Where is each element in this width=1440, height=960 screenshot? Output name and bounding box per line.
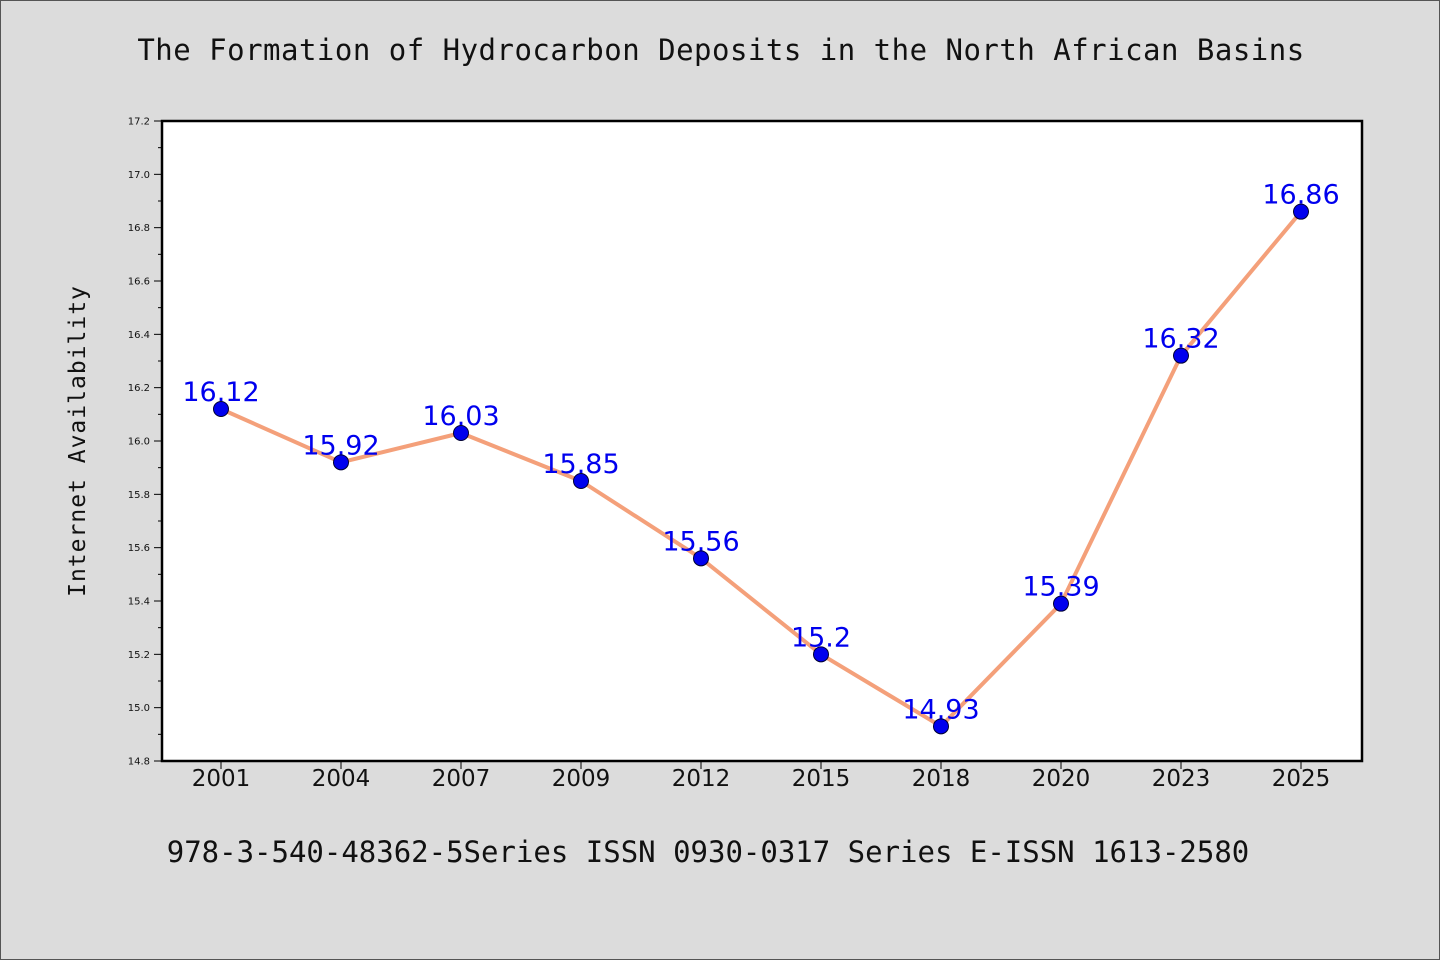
x-tick-label: 2015 (792, 766, 851, 792)
footer-isbn-text: 978-3-540-48362-5Series ISSN 0930-0317 S… (166, 835, 1250, 869)
data-point (573, 473, 589, 489)
x-tick-label: 2007 (432, 766, 491, 792)
data-label: 15.2 (791, 622, 851, 653)
data-point (333, 454, 349, 471)
y-tick-label: 16.0 (128, 437, 150, 448)
y-tick-label: 16.6 (128, 277, 150, 288)
x-tick-label: 2018 (912, 766, 971, 792)
data-point (693, 550, 709, 567)
data-label: 15.56 (662, 526, 739, 557)
x-tick-label: 2023 (1152, 766, 1211, 792)
x-axis: 2001 2004 2007 2009 2012 2015 2018 2020 2023 2025 (192, 761, 1331, 792)
data-label: 15.92 (302, 430, 379, 461)
data-point (933, 718, 949, 735)
y-axis-label: Internet Availability (65, 285, 91, 597)
data-point (1053, 595, 1069, 612)
y-tick-label: 14.8 (128, 757, 150, 768)
data-label: 16.12 (182, 377, 259, 408)
y-tick-label: 15.2 (128, 650, 150, 661)
data-point (1293, 203, 1309, 220)
data-label: 16.32 (1142, 324, 1219, 355)
data-labels: 16.12 15.92 16.03 15.85 15.56 15.2 14.93 15.39 1… (182, 180, 1339, 726)
x-tick-label: 2001 (192, 766, 251, 792)
y-tick-label: 16.2 (128, 383, 150, 394)
data-point (453, 425, 469, 441)
y-tick-label: 17.2 (128, 117, 150, 128)
x-tick-label: 2009 (552, 766, 611, 792)
data-label: 15.85 (542, 449, 619, 480)
x-tick-label: 2020 (1032, 766, 1091, 792)
y-tick-label: 16.8 (128, 223, 150, 234)
data-label: 14.93 (902, 694, 979, 725)
data-label: 16.86 (1262, 180, 1339, 211)
data-label: 15.39 (1022, 572, 1099, 603)
y-tick-label: 15.0 (128, 703, 150, 714)
data-point (213, 401, 229, 417)
y-tick-label: 15.4 (128, 597, 150, 608)
x-tick-label: 2004 (312, 766, 371, 792)
x-tick-label: 2012 (672, 766, 731, 792)
y-tick-label: 16.4 (128, 330, 150, 341)
y-tick-label: 17.0 (128, 170, 150, 181)
y-axis: 14.8 15.0 15.2 15.4 15.6 15.8 16.0 16.2 16.4 16.6… (128, 117, 162, 768)
series-line (220, 210, 1303, 729)
data-point (813, 646, 829, 663)
y-tick-label: 15.6 (128, 543, 150, 554)
series-markers (213, 203, 1309, 735)
data-point (1173, 347, 1189, 364)
series-line-group (220, 210, 1303, 729)
y-tick-label: 15.8 (128, 490, 150, 501)
chart-title: The Formation of Hydrocarbon Deposits in… (137, 33, 1305, 67)
data-label: 16.03 (422, 401, 499, 432)
x-tick-label: 2025 (1272, 766, 1331, 792)
plot-area (160, 119, 1364, 763)
